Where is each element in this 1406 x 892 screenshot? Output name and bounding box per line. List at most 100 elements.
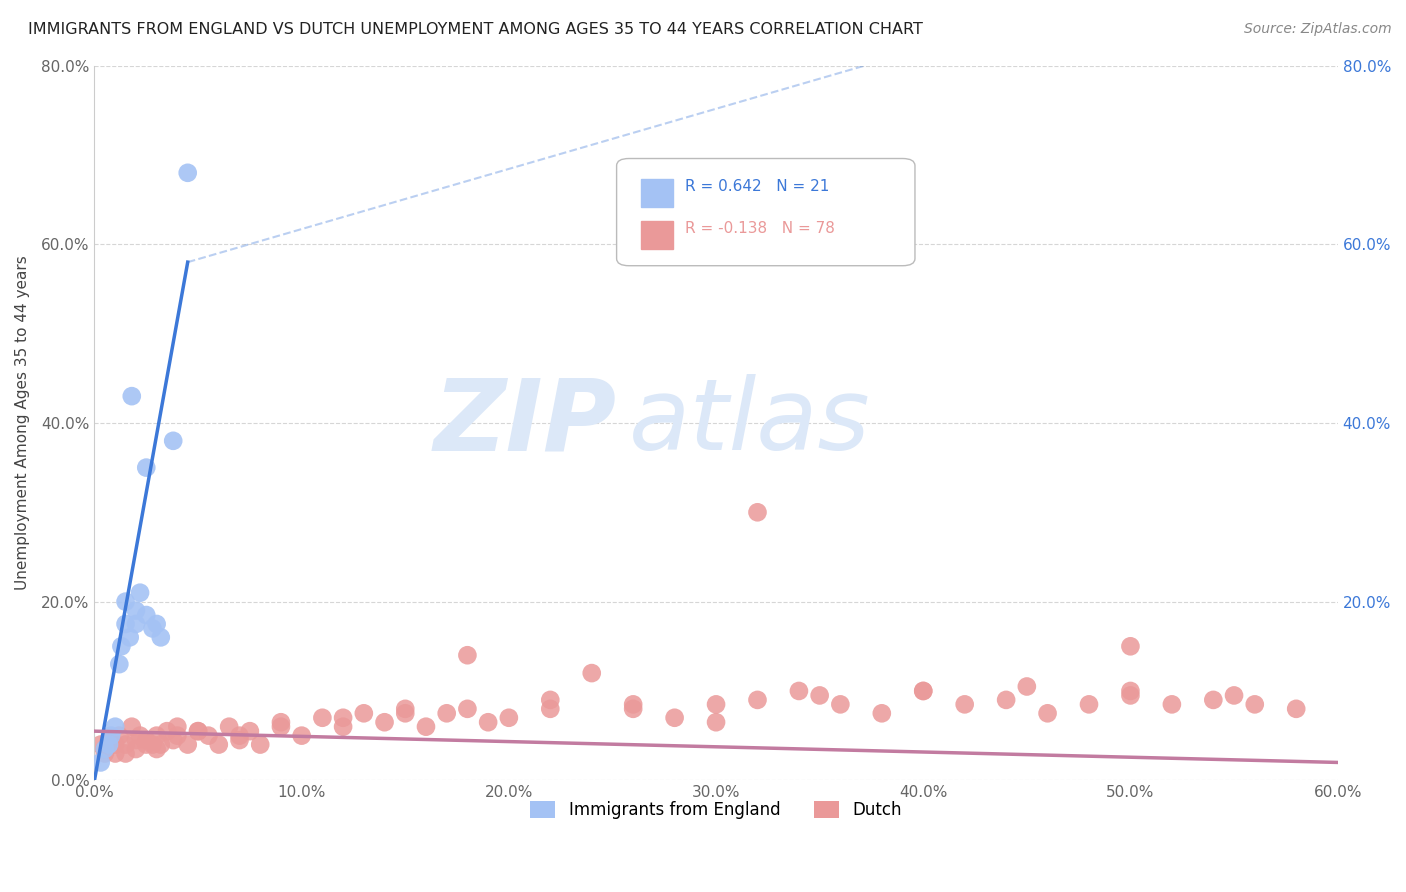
FancyBboxPatch shape [641,179,672,208]
FancyBboxPatch shape [641,221,672,249]
Point [311,711,333,725]
Point [912,684,935,698]
Point [94,747,117,761]
Point [129,729,152,743]
FancyBboxPatch shape [617,159,915,266]
Point [291,729,314,743]
Point [98,733,121,747]
Text: ZIP: ZIP [433,375,617,472]
Point [1119,684,1142,698]
Point [270,715,292,730]
Point [135,460,157,475]
Point [228,733,250,747]
Point [141,622,163,636]
Point [1036,706,1059,721]
Point [1015,680,1038,694]
Point [1119,640,1142,654]
Point [197,729,219,743]
Point [995,693,1018,707]
Point [125,617,148,632]
Point [415,720,437,734]
Point [808,689,831,703]
Point [664,711,686,725]
Point [135,607,157,622]
Text: Source: ZipAtlas.com: Source: ZipAtlas.com [1244,22,1392,37]
Point [621,702,644,716]
Point [114,617,136,632]
Point [162,733,184,747]
Point [1285,702,1308,716]
Point [538,693,561,707]
Point [830,698,852,712]
Point [747,505,769,519]
Point [149,738,172,752]
Point [704,698,727,712]
Point [129,585,152,599]
Legend: Immigrants from England, Dutch: Immigrants from England, Dutch [524,794,908,826]
Point [1243,698,1265,712]
Point [125,742,148,756]
Point [118,631,141,645]
Point [121,720,143,734]
Point [538,702,561,716]
Point [912,684,935,698]
Point [249,738,271,752]
Point [870,706,893,721]
Point [1078,698,1101,712]
Point [270,720,292,734]
Point [332,720,354,734]
Point [114,747,136,761]
Point [621,698,644,712]
Point [166,729,188,743]
Point [394,706,416,721]
Text: atlas: atlas [628,375,870,472]
Point [125,603,148,617]
Point [787,684,810,698]
Point [498,711,520,725]
Point [94,742,117,756]
Point [218,720,240,734]
Point [1119,689,1142,703]
Point [108,729,131,743]
Point [100,729,122,743]
Point [145,617,167,632]
Point [104,747,127,761]
Text: R = -0.138   N = 78: R = -0.138 N = 78 [685,221,835,236]
Point [747,693,769,707]
Point [108,657,131,672]
Point [394,702,416,716]
Point [141,738,163,752]
Point [208,738,231,752]
Point [104,720,127,734]
Point [1202,693,1225,707]
Point [90,738,112,752]
Point [187,724,209,739]
Point [149,631,172,645]
Point [94,742,117,756]
Point [187,724,209,739]
Point [239,724,262,739]
Point [114,594,136,608]
Point [104,738,127,752]
Point [90,756,112,770]
Point [177,738,200,752]
Point [177,166,200,180]
Point [121,389,143,403]
Text: IMMIGRANTS FROM ENGLAND VS DUTCH UNEMPLOYMENT AMONG AGES 35 TO 44 YEARS CORRELAT: IMMIGRANTS FROM ENGLAND VS DUTCH UNEMPLO… [28,22,922,37]
Point [114,738,136,752]
Point [374,715,396,730]
Point [332,711,354,725]
Point [135,733,157,747]
Text: R = 0.642   N = 21: R = 0.642 N = 21 [685,178,830,194]
Y-axis label: Unemployment Among Ages 35 to 44 years: Unemployment Among Ages 35 to 44 years [15,256,30,591]
Point [477,715,499,730]
Point [456,702,478,716]
Point [98,738,121,752]
Point [145,729,167,743]
Point [110,640,132,654]
Point [156,724,179,739]
Point [145,742,167,756]
Point [1160,698,1182,712]
Point [704,715,727,730]
Point [135,738,157,752]
